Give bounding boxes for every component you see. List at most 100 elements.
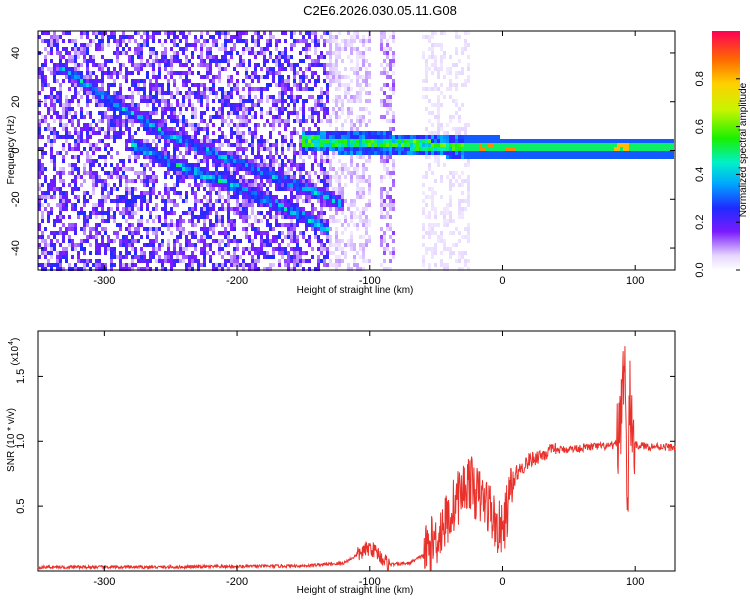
- spectrogram-cell: [296, 235, 299, 239]
- spectrogram-cell: [233, 195, 236, 199]
- spectrogram-cell: [638, 139, 641, 143]
- spectrogram-cell: [383, 159, 386, 163]
- spectrogram-cell: [326, 247, 329, 251]
- spectrogram-cell: [317, 263, 320, 267]
- spectrogram-cell: [77, 143, 80, 147]
- spectrogram-cell: [260, 175, 263, 179]
- spectrogram-cell: [287, 263, 290, 267]
- spectrogram-cell: [461, 51, 464, 55]
- spectrogram-cell: [131, 199, 134, 203]
- spectrogram-cell: [557, 139, 560, 143]
- spectrogram-cell: [263, 255, 266, 259]
- spectrogram-cell: [71, 167, 74, 171]
- spectrogram-cell: [62, 107, 65, 111]
- spectrogram-cell: [299, 143, 302, 147]
- spectrogram-cell: [455, 75, 458, 79]
- spectrogram-cell: [89, 55, 92, 59]
- spectrogram-cell: [110, 99, 113, 103]
- spectrogram-cell: [74, 75, 77, 79]
- spectrogram-cell: [173, 119, 176, 123]
- spectrogram-cell: [146, 39, 149, 43]
- spectrogram-cell: [368, 91, 371, 95]
- spectrogram-cell: [143, 183, 146, 187]
- spectrogram-cell: [131, 187, 134, 191]
- spectrogram-cell: [290, 55, 293, 59]
- spectrogram-cell: [446, 155, 449, 159]
- spectrogram-cell: [134, 47, 137, 51]
- spectrogram-cell: [362, 115, 365, 119]
- spectrogram-cell: [221, 171, 224, 175]
- spectrogram-cell: [389, 103, 392, 107]
- spectrogram-cell: [242, 99, 245, 103]
- spectrogram-cell: [287, 235, 290, 239]
- spectrogram-cell: [203, 215, 206, 219]
- spectrogram-cell: [248, 179, 251, 183]
- spectrogram-cell: [392, 147, 395, 151]
- spectrogram-cell: [272, 99, 275, 103]
- spectrogram-cell: [230, 135, 233, 139]
- spectrogram-cell: [506, 143, 509, 147]
- spectrogram-cell: [359, 135, 362, 139]
- spectrogram-cell: [185, 95, 188, 99]
- spectrogram-cell: [452, 155, 455, 159]
- spectrogram-cell: [41, 263, 44, 267]
- spectrogram-cell: [242, 251, 245, 255]
- spectrogram-cell: [92, 31, 95, 35]
- spectrogram-cell: [479, 147, 482, 151]
- spectrogram-cell: [119, 103, 122, 107]
- spectrogram-cell: [107, 243, 110, 247]
- spectrogram-cell: [563, 143, 566, 147]
- spectrogram-cell: [458, 175, 461, 179]
- spectrogram-cell: [236, 163, 239, 167]
- spectrogram-cell: [176, 183, 179, 187]
- spectrogram-cell: [458, 199, 461, 203]
- spectrogram-cell: [431, 103, 434, 107]
- spectrogram-cell: [161, 155, 164, 159]
- spectrogram-cell: [440, 47, 443, 51]
- spectrogram-cell: [590, 143, 593, 147]
- spectrogram-cell: [371, 139, 374, 143]
- spectrogram-cell: [170, 75, 173, 79]
- spectrogram-cell: [383, 187, 386, 191]
- spectrogram-cell: [263, 139, 266, 143]
- spectrogram-cell: [110, 147, 113, 151]
- spectrogram-cell: [152, 95, 155, 99]
- spectrogram-cell: [158, 259, 161, 263]
- spectrogram-cell: [224, 259, 227, 263]
- spectrogram-cell: [386, 147, 389, 151]
- spectrogram-cell: [335, 231, 338, 235]
- spectrogram-cell: [41, 171, 44, 175]
- spectrogram-cell: [200, 183, 203, 187]
- spectrogram-cell: [302, 187, 305, 191]
- spectrogram-cell: [269, 171, 272, 175]
- spectrogram-cell: [59, 211, 62, 215]
- spectrogram-cell: [278, 203, 281, 207]
- spectrogram-cell: [110, 107, 113, 111]
- spectrogram-cell: [149, 99, 152, 103]
- spectrogram-cell: [572, 143, 575, 147]
- spectrogram-cell: [56, 63, 59, 67]
- spectrogram-cell: [362, 107, 365, 111]
- spectrogram-cell: [338, 79, 341, 83]
- spectrogram-cell: [77, 267, 80, 271]
- spectrogram-cell: [188, 263, 191, 267]
- spectrogram-cell: [632, 147, 635, 151]
- spectrogram-cell: [83, 79, 86, 83]
- spectrogram-cell: [377, 143, 380, 147]
- spectrogram-cell: [251, 79, 254, 83]
- spectrogram-cell: [434, 211, 437, 215]
- spectrogram-cell: [563, 139, 566, 143]
- spectrogram-cell: [233, 191, 236, 195]
- spectrogram-cell: [86, 83, 89, 87]
- spectrogram-cell: [149, 143, 152, 147]
- spectrogram-cell: [551, 147, 554, 151]
- spectrogram-cell: [458, 255, 461, 259]
- spectrogram-cell: [527, 147, 530, 151]
- spectrogram-cell: [353, 139, 356, 143]
- spectrogram-cell: [260, 143, 263, 147]
- spectrogram-cell: [260, 115, 263, 119]
- spectrogram-cell: [101, 47, 104, 51]
- spectrogram-cell: [239, 211, 242, 215]
- spectrogram-cell: [365, 107, 368, 111]
- spectrogram-cell: [38, 131, 41, 135]
